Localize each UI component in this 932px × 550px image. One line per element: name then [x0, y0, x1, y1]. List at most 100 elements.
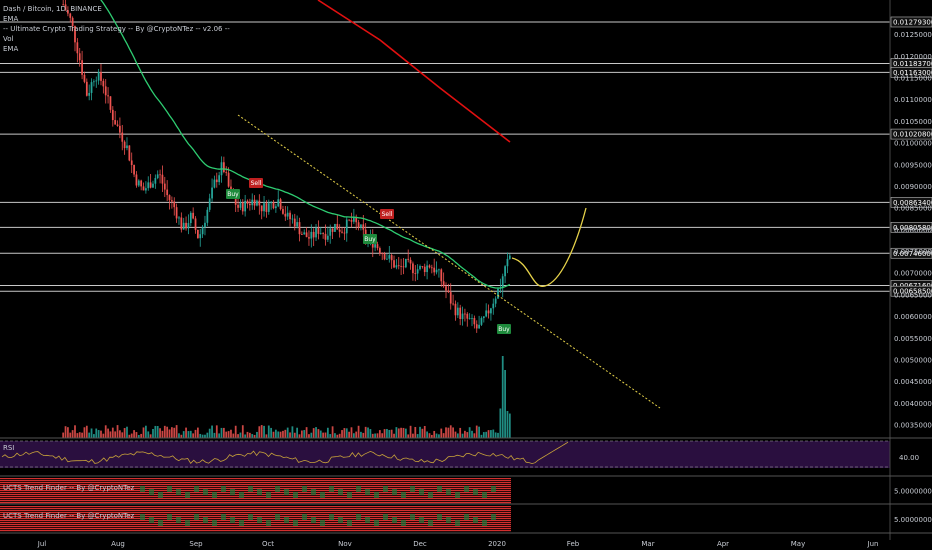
- trend-finder-mark: [464, 486, 469, 492]
- volume-bar: [490, 430, 492, 438]
- candle-body: [374, 244, 376, 248]
- trend-finder-mark: [212, 520, 217, 526]
- volume-bar: [471, 430, 473, 438]
- candle-body: [116, 124, 119, 126]
- trend-finder-mark: [221, 486, 226, 492]
- volume-bar: [402, 427, 405, 438]
- volume-bar: [310, 432, 313, 438]
- volume-bar: [345, 428, 348, 438]
- volume-bar: [71, 430, 74, 438]
- volume-bar: [263, 425, 265, 438]
- candle-body: [180, 217, 183, 230]
- legend-vol[interactable]: Vol: [3, 35, 14, 43]
- volume-bar: [168, 429, 171, 438]
- volume-bar: [435, 433, 438, 438]
- candle-body: [362, 224, 365, 230]
- candle-body: [62, 4, 65, 6]
- trend-finder-mark: [167, 486, 172, 492]
- candle-body: [239, 202, 242, 208]
- candle-body: [208, 198, 211, 210]
- legend-ema-1[interactable]: EMA: [3, 15, 19, 23]
- trend-finder-1-label[interactable]: UCTS Trend Finder -- By @CryptoNTez: [3, 484, 135, 492]
- candle-body: [338, 229, 341, 232]
- candle-body: [397, 265, 400, 267]
- rsi-label[interactable]: RSI: [3, 444, 15, 452]
- candle-body: [296, 222, 299, 227]
- candle-body: [135, 174, 138, 186]
- volume-bar: [175, 425, 178, 438]
- trend-finder-mark: [347, 520, 352, 526]
- trend-finder-mark: [428, 492, 433, 498]
- trend-finder-stripe: [0, 518, 511, 520]
- trend-finder-mark: [257, 517, 262, 523]
- candle-body: [114, 120, 117, 125]
- volume-bar: [85, 425, 88, 438]
- volume-bar: [350, 427, 353, 438]
- volume-bar: [142, 427, 145, 438]
- volume-bar: [218, 433, 221, 438]
- volume-bar: [225, 431, 228, 438]
- candle-body: [412, 263, 414, 274]
- volume-bar: [312, 428, 315, 438]
- volume-bar: [468, 427, 471, 438]
- volume-bar: [133, 430, 135, 438]
- volume-bar: [187, 431, 190, 438]
- volume-bar: [171, 427, 173, 438]
- volume-bar: [137, 434, 140, 438]
- trend-finder-mark: [392, 517, 397, 523]
- volume-bar: [246, 431, 249, 438]
- trend-finder-mark: [383, 486, 388, 492]
- volume-bar: [185, 427, 187, 438]
- volume-bar: [480, 434, 483, 438]
- candle-body: [303, 232, 306, 235]
- trend-line: [237, 114, 661, 409]
- candle-body: [350, 219, 353, 222]
- legend-ema-2[interactable]: EMA: [3, 45, 19, 53]
- volume-bar: [272, 431, 275, 438]
- volume-bar: [201, 434, 204, 438]
- candle-body: [171, 200, 173, 202]
- candle-body: [251, 199, 254, 206]
- trend-finder-2-label[interactable]: UCTS Trend Finder -- By @CryptoNTez: [3, 512, 135, 520]
- candle-body: [279, 199, 282, 210]
- volume-bar: [197, 427, 199, 438]
- volume-bar: [265, 434, 268, 438]
- volume-bar: [473, 433, 476, 438]
- trend-finder-mark: [140, 514, 145, 520]
- candle-body: [104, 86, 107, 96]
- candle-body: [456, 307, 459, 316]
- candle-body: [404, 258, 407, 268]
- volume-bar: [404, 428, 407, 438]
- volume-bar: [178, 433, 180, 438]
- candle-body: [494, 298, 497, 304]
- candle-body: [293, 218, 296, 227]
- trend-finder-mark: [311, 517, 316, 523]
- trend-finder-mark: [455, 520, 460, 526]
- candle-body: [322, 233, 325, 234]
- volume-bar: [360, 431, 362, 438]
- candle-body: [159, 174, 161, 176]
- candle-body: [388, 255, 391, 259]
- legend-symbol[interactable]: Dash / Bitcoin, 1D, BINANCE: [3, 5, 102, 13]
- trend-finder-mark: [212, 492, 217, 498]
- volume-bar: [369, 429, 372, 438]
- volume-bar: [291, 426, 294, 438]
- candle-body: [428, 265, 431, 268]
- candle-body: [286, 212, 289, 217]
- volume-bar: [426, 431, 428, 438]
- candle-body: [227, 172, 230, 187]
- trend-finder-mark: [320, 492, 325, 498]
- x-tick-label: May: [791, 540, 805, 548]
- x-tick-label: Sep: [189, 540, 203, 548]
- candle-body: [218, 175, 221, 183]
- volume-bar: [494, 432, 497, 438]
- legend-ucts[interactable]: -- Ultimate Crypto Trading Strategy -- B…: [3, 25, 230, 33]
- candle-body: [71, 17, 74, 27]
- trend-finder-mark: [374, 492, 379, 498]
- candle-body: [81, 60, 83, 75]
